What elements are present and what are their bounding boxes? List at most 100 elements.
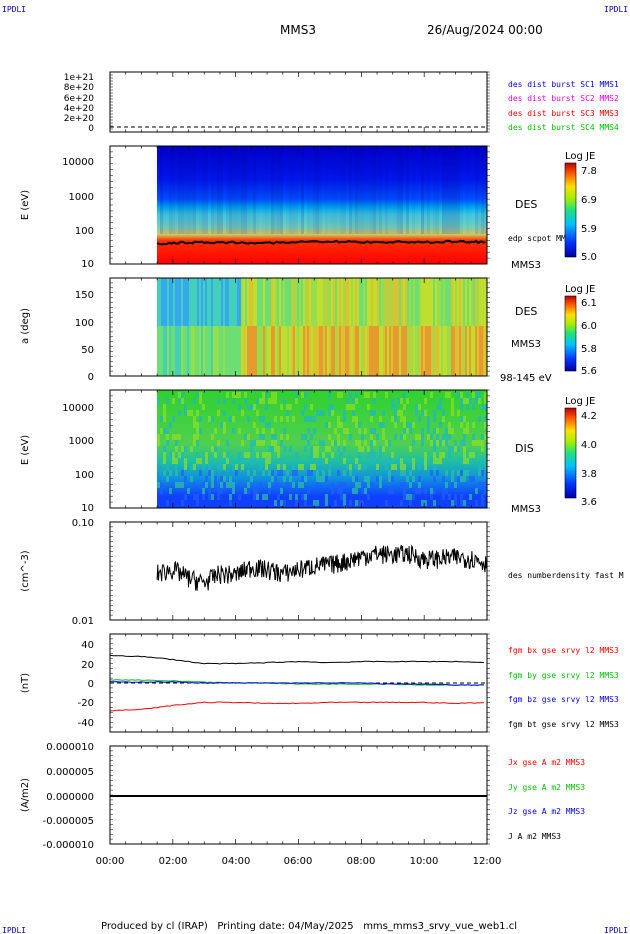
dis-energy-cell xyxy=(280,416,283,422)
dis-energy-cell xyxy=(463,398,466,404)
dis-energy-cell xyxy=(280,434,283,440)
des-pitch-cell xyxy=(393,326,395,376)
dis-energy-cell xyxy=(217,494,220,500)
dis-energy-cell xyxy=(382,434,385,440)
des-pitch-cell xyxy=(455,326,457,376)
dis-energy-cell xyxy=(289,446,292,452)
dis-energy-cell xyxy=(409,494,412,500)
des-pitch-cell xyxy=(203,326,205,376)
dis-energy-cell xyxy=(445,482,448,488)
dis-energy-cell xyxy=(235,464,238,470)
des-energy-cell xyxy=(172,146,175,234)
dis-energy-cell xyxy=(382,422,385,428)
des-energy-cell xyxy=(325,146,328,234)
des-pitch-cell xyxy=(427,278,429,326)
fgm-legend-by: fgm by gse srvy l2 MMS3 xyxy=(508,671,619,680)
des-pitch-cell xyxy=(473,326,475,376)
des-energy-species: DES xyxy=(515,198,537,211)
dis-energy-cell xyxy=(322,440,325,446)
des-pitch-cell xyxy=(481,278,483,326)
dis-energy-cell xyxy=(292,470,295,476)
dis-energy-cell xyxy=(358,428,361,434)
des-pitch-cell xyxy=(269,326,271,376)
des-pitch-cell xyxy=(423,326,425,376)
des-pitch-cbar-title: Log JE xyxy=(565,284,595,295)
des-energy-cell xyxy=(229,146,232,234)
dis-energy-cell xyxy=(316,446,319,452)
dis-energy-cell xyxy=(328,470,331,476)
current-tick-4: -0.000010 xyxy=(43,840,94,851)
des-pitch-cell xyxy=(245,278,247,326)
dis-energy-cell xyxy=(463,470,466,476)
des-pitch-cell xyxy=(367,278,369,326)
dis-energy-cell xyxy=(295,494,298,500)
dis-energy-cell xyxy=(277,494,280,500)
des-pitch-cell xyxy=(331,278,333,326)
dis-energy-cell xyxy=(217,398,220,404)
dis-energy-cell xyxy=(226,440,229,446)
dis-energy-cell xyxy=(391,476,394,482)
des-energy-cell xyxy=(211,146,214,234)
dis-energy-cell xyxy=(403,392,406,398)
des-pitch-cell xyxy=(319,326,321,376)
dis-energy-cell xyxy=(430,434,433,440)
dis-energy-cell xyxy=(463,416,466,422)
dis-energy-cell xyxy=(280,464,283,470)
des-pitch-cell xyxy=(323,326,325,376)
dis-energy-cell xyxy=(403,416,406,422)
dis-energy-cell xyxy=(439,452,442,458)
des-energy-cell xyxy=(193,146,196,234)
dis-energy-cell xyxy=(166,500,169,506)
dis-energy-cell xyxy=(400,416,403,422)
des-energy-cell xyxy=(199,146,202,234)
des-pitch-cell xyxy=(179,326,181,376)
dis-energy-cell xyxy=(244,452,247,458)
dis-energy-cell xyxy=(172,398,175,404)
dis-energy-cell xyxy=(469,476,472,482)
dis-energy-cell xyxy=(262,452,265,458)
des-energy-cell xyxy=(346,146,349,234)
des-pitch-cell xyxy=(239,326,241,376)
des-pitch-cell xyxy=(393,278,395,326)
des-pitch-cell xyxy=(357,326,359,376)
des-pitch-panel: a (deg) 150 100 50 0 DES MMS3 98-145 eV … xyxy=(20,277,597,384)
burst-tick-4: 2e+20 xyxy=(64,114,95,124)
dis-energy-cell xyxy=(265,458,268,464)
time-tick-3: 06:00 xyxy=(284,856,313,867)
des-pitch-cell xyxy=(259,278,261,326)
current-tick-2: 0.000000 xyxy=(46,792,94,803)
dis-energy-cell xyxy=(391,404,394,410)
des-pitch-cell xyxy=(225,278,227,326)
dis-energy-cell xyxy=(181,470,184,476)
des-pitch-cell xyxy=(307,278,309,326)
des-pitch-cell xyxy=(461,278,463,326)
des-pitch-cell xyxy=(323,278,325,326)
des-pitch-cell xyxy=(167,278,169,326)
dis-energy-cell xyxy=(184,410,187,416)
dis-energy-cell xyxy=(466,398,469,404)
des-pitch-cell xyxy=(231,326,233,376)
des-pitch-cell xyxy=(161,278,163,326)
des-pitch-cell xyxy=(347,326,349,376)
dis-energy-cell xyxy=(307,488,310,494)
dis-energy-cell xyxy=(181,446,184,452)
des-pitch-cell xyxy=(243,278,245,326)
des-energy-cell xyxy=(364,146,367,234)
scpot-trace xyxy=(156,239,486,246)
dis-energy-cell xyxy=(244,398,247,404)
dis-energy-cell xyxy=(358,464,361,470)
dis-energy-cell xyxy=(457,470,460,476)
dis-energy-cell xyxy=(364,464,367,470)
dis-energy-cell xyxy=(322,470,325,476)
dis-energy-cell xyxy=(370,446,373,452)
dis-energy-cell xyxy=(424,398,427,404)
dis-energy-cell xyxy=(163,416,166,422)
dis-energy-cell xyxy=(196,428,199,434)
dis-energy-cell xyxy=(349,470,352,476)
spacecraft-title: MMS3 xyxy=(280,23,316,37)
dis-energy-cell xyxy=(442,440,445,446)
des-energy-cell xyxy=(370,146,373,234)
dis-energy-cell xyxy=(223,428,226,434)
dis-energy-cell xyxy=(184,404,187,410)
dis-energy-cell xyxy=(409,482,412,488)
